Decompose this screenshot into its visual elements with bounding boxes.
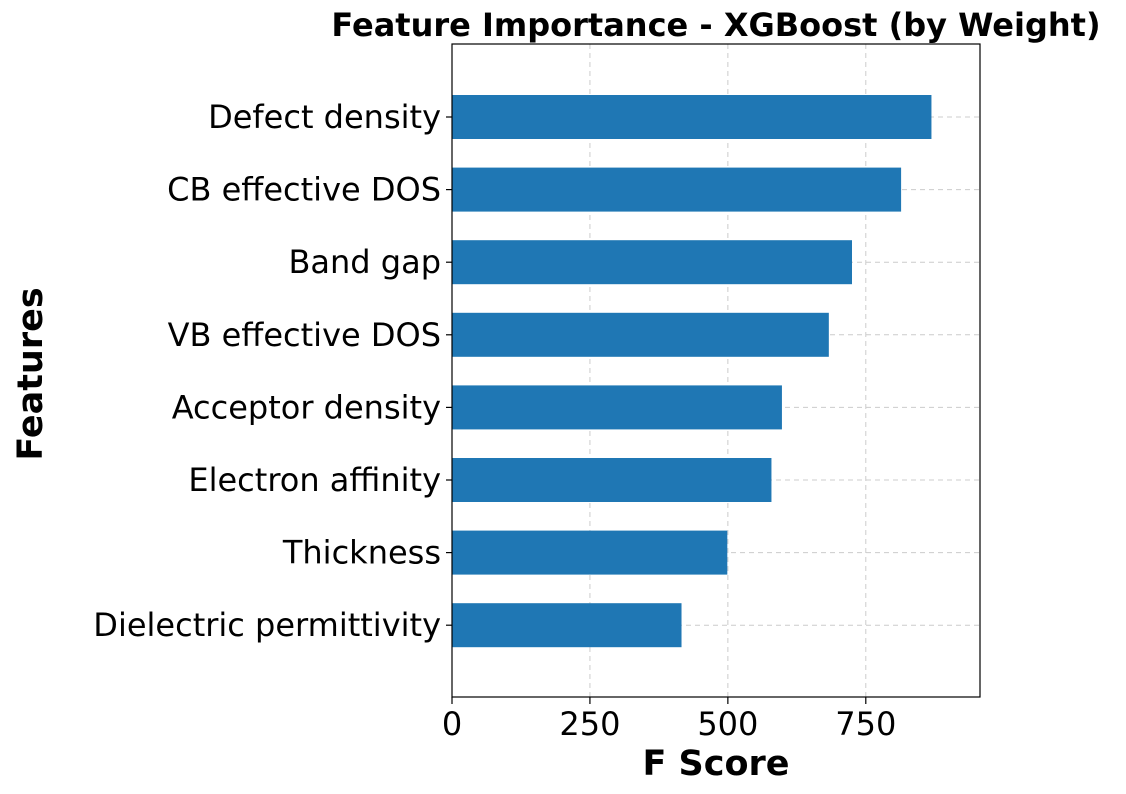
y-tick-label: Acceptor density: [172, 388, 441, 426]
bar-acceptor-density: [452, 385, 782, 430]
y-tick-label: CB effective DOS: [167, 171, 441, 209]
y-tick-layer: Defect density CB effective DOS Band gap VB…: [93, 98, 452, 644]
bar-layer: [452, 95, 932, 648]
x-tick-label: 0: [442, 705, 462, 743]
bar-defect-density: [452, 95, 932, 139]
y-tick-label: Defect density: [208, 98, 441, 136]
x-tick-label: 750: [835, 705, 896, 743]
bar-band-gap: [452, 240, 852, 285]
y-tick-label: Thickness: [282, 534, 441, 572]
y-tick-label: Dielectric permittivity: [93, 606, 441, 644]
y-tick-label: VB effective DOS: [168, 316, 441, 354]
bar-cb-effective-dos: [452, 167, 902, 212]
y-axis-label: Features: [11, 287, 51, 460]
plot-frame: [451, 43, 981, 698]
chart-title: Feature Importance - XGBoost (by Weight): [331, 6, 1100, 44]
bar-electron-affinity: [452, 458, 772, 502]
y-tick-label: Electron affinity: [188, 461, 441, 499]
bar-vb-effective-dos: [452, 312, 829, 357]
x-tick-label: 500: [697, 705, 758, 743]
x-tick-layer: 0 250 500 750: [442, 697, 896, 743]
x-tick-label: 250: [559, 705, 620, 743]
y-tick-label: Band gap: [288, 243, 441, 281]
grid-layer: [451, 44, 980, 697]
bar-dielectric-permittivity: [452, 603, 682, 648]
x-axis-label: F Score: [642, 744, 789, 784]
bar-thickness: [452, 530, 728, 575]
